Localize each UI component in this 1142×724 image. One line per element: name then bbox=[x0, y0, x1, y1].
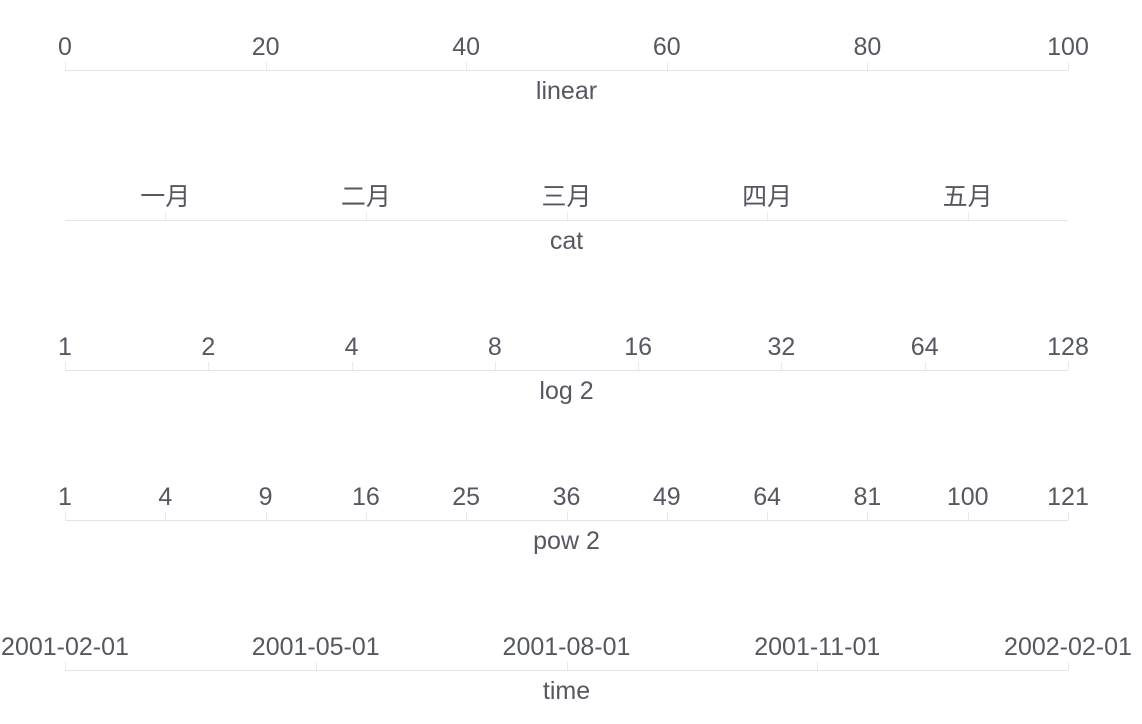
axis-tick-time-2 bbox=[566, 662, 568, 670]
tick-label-time-1: 2001-05-01 bbox=[251, 633, 380, 661]
axis-tick-pow2-3 bbox=[365, 512, 367, 520]
axis-tick-pow2-0 bbox=[65, 512, 66, 520]
tick-label-log2-7: 128 bbox=[1047, 333, 1089, 361]
tick-label-linear-3: 60 bbox=[652, 33, 681, 61]
axis-tick-pow2-6 bbox=[666, 512, 668, 520]
axis-tick-log2-6 bbox=[924, 362, 926, 370]
axis-tick-time-3 bbox=[817, 662, 819, 670]
tick-label-cat-1: 二月 bbox=[340, 183, 391, 211]
tick-label-pow2-9: 100 bbox=[946, 483, 989, 511]
axis-tick-cat-4 bbox=[967, 212, 969, 220]
axis-line-pow2 bbox=[65, 520, 1068, 521]
tick-label-log2-0: 1 bbox=[58, 333, 72, 361]
tick-label-cat-4: 五月 bbox=[942, 183, 993, 211]
axis-tick-linear-0 bbox=[65, 62, 66, 70]
axis-tick-linear-1 bbox=[265, 62, 267, 70]
tick-label-time-3: 2001-11-01 bbox=[754, 633, 881, 661]
axis-tick-cat-3 bbox=[767, 212, 769, 220]
axis-name-log2: log 2 bbox=[539, 377, 594, 405]
tick-label-pow2-6: 49 bbox=[652, 483, 681, 511]
axis-name-linear: linear bbox=[535, 77, 598, 105]
axis-name-cat: cat bbox=[549, 227, 584, 255]
axis-tick-cat-2 bbox=[566, 212, 568, 220]
tick-label-linear-2: 40 bbox=[452, 33, 481, 61]
axis-tick-log2-7 bbox=[1068, 362, 1069, 370]
tick-label-log2-4: 16 bbox=[624, 333, 653, 361]
axis-line-time bbox=[65, 670, 1068, 671]
tick-label-log2-5: 32 bbox=[767, 333, 796, 361]
axis-tick-cat-0 bbox=[165, 212, 167, 220]
axis-tick-linear-4 bbox=[867, 62, 869, 70]
axis-tick-log2-5 bbox=[781, 362, 783, 370]
axis-tick-pow2-8 bbox=[867, 512, 869, 520]
tick-label-cat-0: 一月 bbox=[140, 183, 191, 211]
tick-label-linear-1: 20 bbox=[251, 33, 280, 61]
tick-label-time-0: 2001-02-01 bbox=[1, 633, 129, 661]
tick-label-pow2-8: 81 bbox=[853, 483, 882, 511]
axis-tick-time-0 bbox=[65, 662, 66, 670]
axis-line-log2 bbox=[65, 370, 1068, 371]
tick-label-pow2-5: 36 bbox=[552, 483, 581, 511]
axis-tick-linear-5 bbox=[1068, 62, 1069, 70]
tick-label-pow2-7: 64 bbox=[753, 483, 781, 511]
axis-name-time: time bbox=[542, 677, 591, 705]
axis-tick-log2-0 bbox=[65, 362, 66, 370]
tick-label-pow2-4: 25 bbox=[452, 483, 481, 511]
tick-label-pow2-10: 121 bbox=[1047, 483, 1089, 511]
axis-tick-log2-1 bbox=[208, 362, 210, 370]
tick-label-time-2: 2001-08-01 bbox=[502, 633, 631, 661]
tick-label-cat-2: 三月 bbox=[541, 183, 592, 211]
tick-label-pow2-2: 9 bbox=[258, 483, 273, 511]
tick-label-pow2-1: 4 bbox=[158, 483, 173, 511]
tick-label-pow2-0: 1 bbox=[58, 483, 72, 511]
tick-label-log2-3: 8 bbox=[487, 333, 502, 361]
axis-tick-pow2-7 bbox=[767, 512, 769, 520]
axis-tick-time-1 bbox=[315, 662, 317, 670]
axis-name-pow2: pow 2 bbox=[533, 527, 600, 555]
axis-line-cat bbox=[65, 220, 1068, 221]
axis-tick-cat-1 bbox=[365, 212, 367, 220]
axis-tick-linear-3 bbox=[666, 62, 668, 70]
tick-label-linear-0: 0 bbox=[58, 33, 72, 61]
tick-label-log2-2: 4 bbox=[344, 333, 359, 361]
tick-label-time-4: 2002-02-01 bbox=[1004, 633, 1132, 661]
tick-label-log2-1: 2 bbox=[201, 333, 216, 361]
axis-line-linear bbox=[65, 70, 1068, 71]
axis-tick-log2-4 bbox=[638, 362, 640, 370]
tick-label-log2-6: 64 bbox=[910, 333, 939, 361]
tick-label-cat-3: 四月 bbox=[742, 183, 793, 211]
axis-tick-pow2-1 bbox=[165, 512, 167, 520]
tick-label-linear-4: 80 bbox=[853, 33, 882, 61]
axis-tick-pow2-10 bbox=[1068, 512, 1069, 520]
axis-tick-pow2-9 bbox=[967, 512, 969, 520]
axis-tick-time-4 bbox=[1068, 662, 1069, 670]
tick-label-pow2-3: 16 bbox=[351, 483, 380, 511]
axis-tick-log2-3 bbox=[494, 362, 496, 370]
axis-tick-linear-2 bbox=[466, 62, 468, 70]
axis-tick-pow2-4 bbox=[466, 512, 468, 520]
axis-tick-log2-2 bbox=[351, 362, 353, 370]
tick-label-linear-5: 100 bbox=[1047, 33, 1089, 61]
axis-tick-pow2-5 bbox=[566, 512, 568, 520]
axis-tick-pow2-2 bbox=[265, 512, 267, 520]
